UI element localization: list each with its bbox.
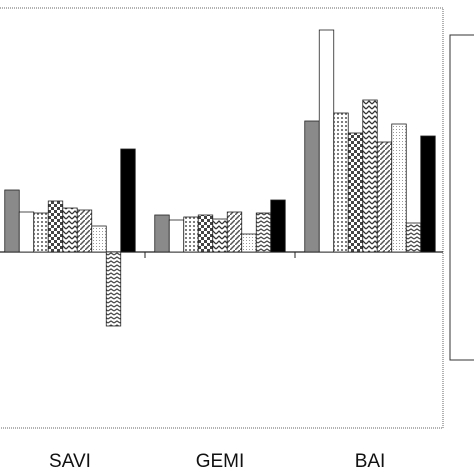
bar <box>47 200 64 253</box>
bar <box>255 212 272 253</box>
bar <box>391 123 407 253</box>
bar <box>120 148 136 253</box>
bar <box>420 135 436 253</box>
x-tick-label: BAI <box>355 451 386 472</box>
bar <box>183 216 199 253</box>
bar <box>105 251 122 327</box>
bar <box>304 120 320 253</box>
bar <box>347 132 364 253</box>
bar <box>376 141 393 253</box>
bar <box>405 222 422 253</box>
bar <box>333 112 349 253</box>
x-tick-label: SAVI <box>49 451 91 472</box>
bar <box>362 99 378 253</box>
bar <box>33 212 49 253</box>
bar <box>154 214 170 253</box>
bar <box>4 189 20 253</box>
bar <box>18 211 35 253</box>
bar <box>241 233 257 253</box>
bar <box>212 218 228 253</box>
bar <box>270 199 286 253</box>
bar <box>168 219 185 253</box>
plot-frame <box>0 7 444 429</box>
bar <box>226 211 243 253</box>
bar <box>91 225 107 253</box>
bar <box>197 214 214 253</box>
legend-box <box>449 34 474 361</box>
bar <box>76 209 93 253</box>
bar <box>318 29 335 253</box>
x-tick-label: GEMI <box>196 451 245 472</box>
bar <box>62 207 78 253</box>
